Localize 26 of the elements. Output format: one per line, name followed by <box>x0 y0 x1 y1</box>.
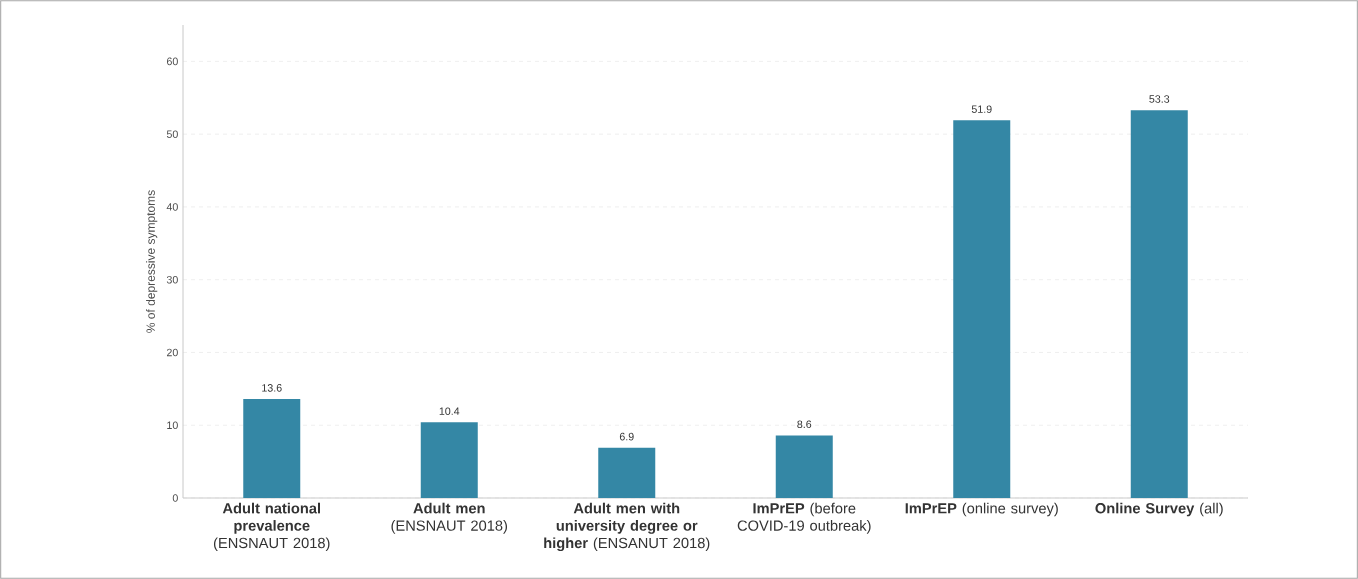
x-tick-label: Adult national prevalence (ENSNAUT 2018) <box>213 502 330 552</box>
x-tick-label: ImPrEP (online survey) <box>905 502 1058 517</box>
x-tick-label: Adult men with university degree or higher (ENSANUT 2018) <box>544 502 710 552</box>
data-label: 53.3 <box>1149 95 1170 103</box>
bar <box>420 422 478 498</box>
data-label: 8.6 <box>797 420 812 429</box>
y-axis-title: % of depressive symptoms <box>146 190 158 333</box>
y-tick-label: 50 <box>166 130 178 138</box>
bar <box>953 120 1011 498</box>
y-tick-label: 60 <box>166 57 178 66</box>
x-tick-label: Adult men (ENSNAUT 2018) <box>391 502 508 534</box>
data-label: 13.6 <box>262 384 282 392</box>
y-tick-label: 40 <box>166 203 178 211</box>
bar <box>243 399 301 498</box>
x-tick-label: Online Survey (all) <box>1095 502 1223 517</box>
bar <box>1130 110 1188 498</box>
data-label: 6.9 <box>619 432 634 441</box>
data-label: 51.9 <box>971 105 992 113</box>
y-tick-label: 0 <box>172 494 178 502</box>
bar <box>775 435 833 498</box>
y-tick-label: 30 <box>166 275 178 284</box>
bar <box>598 447 656 498</box>
data-label: 10.4 <box>439 407 460 415</box>
y-tick-label: 20 <box>166 348 178 357</box>
y-tick-label: 10 <box>167 421 178 430</box>
x-tick-label: ImPrEP (before COVID-19 outbreak) <box>737 502 871 534</box>
